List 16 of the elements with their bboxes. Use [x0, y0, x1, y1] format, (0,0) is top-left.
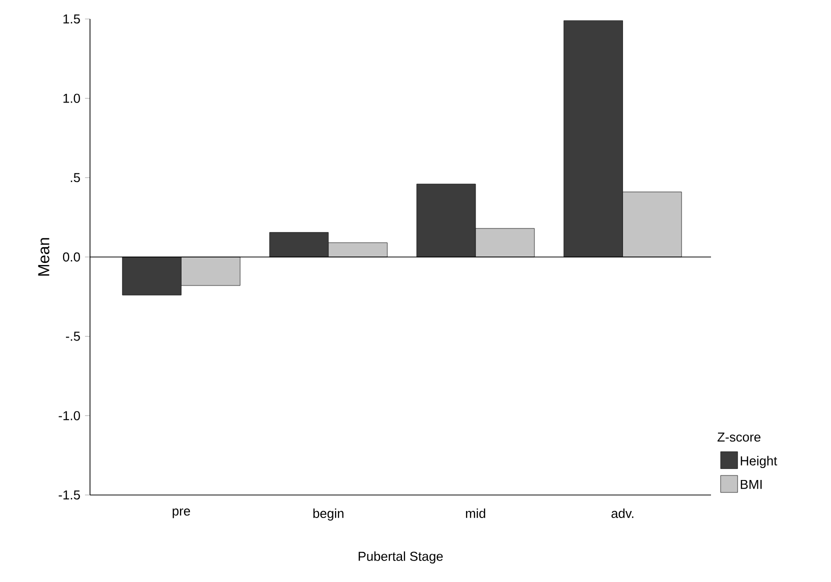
y-tick-label: 1.5 — [63, 14, 80, 24]
x-axis-title: Pubertal Stage — [358, 551, 443, 564]
y-tick-label: .5 — [70, 173, 80, 182]
legend-title: Z-score — [718, 432, 760, 442]
x-tick-label: adv. — [612, 508, 634, 518]
y-tick-label: 0.0 — [62, 252, 80, 262]
legend-label: BMI — [740, 480, 762, 489]
y-tick-label: 1.0 — [63, 94, 80, 103]
x-tick-label: mid — [466, 508, 486, 518]
y-axis-title: Mean — [38, 238, 50, 276]
y-tick-label: -1.0 — [58, 411, 80, 420]
legend-label: Height — [740, 456, 778, 468]
y-tick-label: -1.5 — [58, 490, 80, 500]
x-tick-label: pre — [172, 508, 190, 518]
x-tick-label: begin — [313, 508, 344, 521]
y-tick-label: -.5 — [66, 332, 80, 341]
